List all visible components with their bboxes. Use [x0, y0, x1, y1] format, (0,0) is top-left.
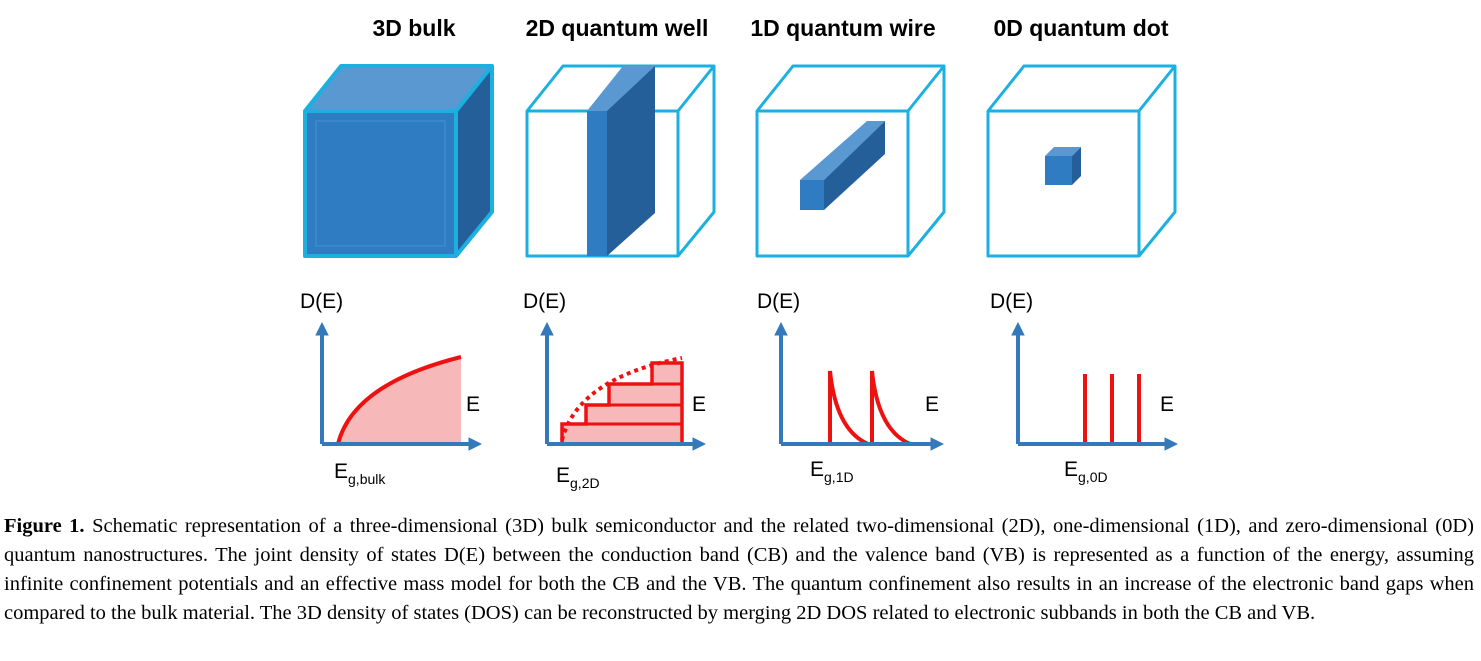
band-gap-label-2d: Eg,2D — [556, 464, 600, 491]
caption-text: Schematic representation of a three-dime… — [4, 515, 1475, 624]
quantum-wire-cube — [755, 64, 946, 258]
caption-label: Figure 1. — [4, 515, 85, 537]
quantum-dot-box — [1045, 147, 1081, 185]
band-gap-label-1d: Eg,1D — [810, 458, 854, 485]
quantum-wire-rod — [800, 121, 885, 210]
dos-spike-1d-1 — [828, 370, 869, 446]
figure: 3D bulk 2D quantum well 1D quantum wire … — [300, 15, 1179, 491]
y-axis-label: D(E) — [300, 290, 343, 313]
panel-title-1d-quantum-wire: 1D quantum wire — [750, 15, 935, 41]
x-axis-label: E — [925, 393, 939, 416]
panel-title-3d-bulk: 3D bulk — [372, 15, 455, 41]
bulk-cube — [303, 64, 494, 258]
x-axis-label: E — [692, 393, 706, 416]
quantum-well-cube — [525, 64, 716, 258]
dos-fill-3d — [338, 357, 461, 444]
quantum-well-slab — [587, 66, 655, 256]
figure-caption: Figure 1. Schematic representation of a … — [4, 512, 1474, 628]
dos-plot-3d: D(E) E Eg,bulk — [300, 290, 483, 487]
y-axis-label: D(E) — [523, 290, 566, 313]
band-gap-label-bulk: Eg,bulk — [334, 460, 386, 487]
quantum-dot-cube — [986, 64, 1177, 258]
x-axis-label: E — [1160, 393, 1174, 416]
x-axis-label: E — [466, 393, 480, 416]
dos-plot-1d: D(E) E Eg,1D — [757, 290, 945, 485]
dos-plot-2d: D(E) E Eg,2D — [523, 290, 707, 491]
panel-title-0d-quantum-dot: 0D quantum dot — [993, 15, 1168, 41]
dos-spike-1d-2 — [870, 370, 911, 446]
y-axis-label: D(E) — [757, 290, 800, 313]
dos-bulk-envelope-2d — [560, 356, 683, 441]
dos-plot-0d: D(E) E Eg,0D — [990, 290, 1179, 485]
dos-curve-3d — [336, 355, 462, 445]
panel-title-2d-quantum-well: 2D quantum well — [526, 15, 709, 41]
band-gap-label-0d: Eg,0D — [1064, 458, 1108, 485]
y-axis-label: D(E) — [990, 290, 1033, 313]
